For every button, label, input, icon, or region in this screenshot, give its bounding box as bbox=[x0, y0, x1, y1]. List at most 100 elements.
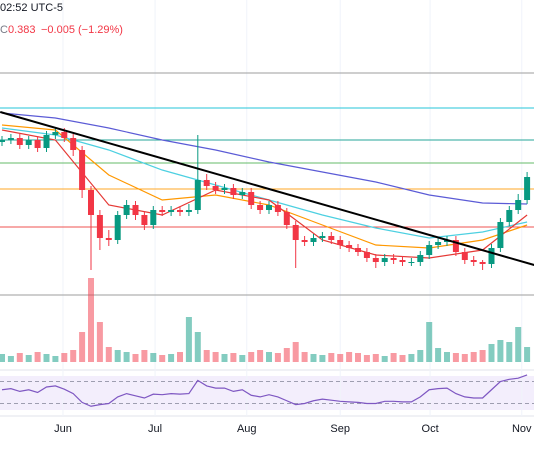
volume-bar bbox=[88, 278, 94, 362]
volume-bar bbox=[52, 356, 59, 362]
volume-bar bbox=[310, 354, 317, 362]
candle-body bbox=[346, 245, 353, 248]
candle-body bbox=[159, 210, 166, 212]
candle-body bbox=[141, 215, 148, 225]
volume-bar bbox=[105, 347, 112, 362]
candle-body bbox=[408, 262, 415, 263]
close-label: C bbox=[0, 24, 8, 36]
candle-body bbox=[470, 260, 477, 262]
volume-bar bbox=[337, 354, 344, 362]
candle-body bbox=[52, 132, 59, 135]
volume-bar bbox=[185, 317, 192, 362]
volume-bar bbox=[150, 353, 157, 362]
candle-body bbox=[168, 210, 175, 212]
volume-bar bbox=[230, 353, 237, 362]
volume-bar bbox=[248, 352, 255, 362]
moving-average bbox=[1, 129, 528, 259]
change-value: −0.005 (−1.29%) bbox=[41, 24, 123, 36]
moving-average bbox=[1, 112, 528, 205]
candle-body bbox=[390, 258, 397, 260]
volume-bar bbox=[488, 344, 495, 362]
volume-bar bbox=[257, 350, 264, 362]
candle-body bbox=[96, 215, 103, 238]
volume-bar bbox=[274, 353, 281, 362]
volume-bar bbox=[444, 352, 450, 362]
volume-bar bbox=[16, 353, 23, 362]
candle-body bbox=[506, 210, 513, 222]
volume-bar bbox=[266, 352, 272, 362]
candle-body bbox=[301, 240, 308, 242]
candle-body bbox=[34, 140, 41, 148]
candle-body bbox=[488, 248, 495, 264]
volume-bar bbox=[212, 352, 219, 362]
candle-body bbox=[132, 205, 139, 215]
volume-bar bbox=[319, 355, 326, 362]
candle-body bbox=[230, 188, 237, 195]
volume-bar bbox=[452, 353, 459, 362]
candle-body bbox=[283, 212, 290, 225]
candle-body bbox=[7, 138, 14, 140]
candle-body bbox=[123, 205, 130, 215]
candle-body bbox=[203, 180, 210, 186]
header-time: 02:52 UTC-5 bbox=[0, 2, 63, 14]
volume-bar bbox=[381, 356, 388, 362]
volume-bar bbox=[0, 354, 5, 362]
volume-bar bbox=[96, 322, 103, 362]
volume-bar bbox=[114, 350, 121, 362]
candle-body bbox=[70, 138, 77, 150]
candle-body bbox=[114, 215, 121, 240]
candle-body bbox=[452, 240, 459, 252]
candle-body bbox=[25, 140, 32, 145]
volume-bar bbox=[79, 332, 86, 362]
candle-body bbox=[16, 138, 23, 145]
candle-body bbox=[355, 248, 361, 252]
volume-bar bbox=[292, 342, 299, 362]
volume-bar bbox=[132, 354, 139, 362]
volume-bar bbox=[7, 356, 14, 362]
candle-body bbox=[177, 210, 183, 212]
candle-body bbox=[274, 205, 281, 212]
candle-body bbox=[105, 238, 112, 240]
candle-body bbox=[61, 132, 68, 138]
candle-body bbox=[221, 188, 228, 190]
candle-body bbox=[399, 260, 406, 262]
volume-bar bbox=[203, 350, 210, 362]
candle-body bbox=[417, 255, 424, 262]
candle-body bbox=[88, 190, 94, 215]
candle-body bbox=[79, 150, 86, 190]
volume-bar bbox=[426, 322, 433, 362]
candle-body bbox=[381, 258, 388, 262]
x-tick-label: Sep bbox=[330, 423, 350, 435]
volume-bar bbox=[435, 348, 442, 362]
candle-body bbox=[461, 252, 468, 260]
candle-body bbox=[239, 192, 246, 195]
x-tick-label: Aug bbox=[237, 423, 257, 435]
candle-body bbox=[292, 225, 299, 240]
candle-body bbox=[515, 200, 522, 210]
volume-bar bbox=[301, 352, 308, 362]
candle-body bbox=[337, 240, 344, 245]
volume-bar bbox=[470, 352, 477, 362]
candle-body bbox=[310, 238, 317, 242]
volume-bar bbox=[141, 350, 148, 362]
volume-bar bbox=[524, 347, 531, 362]
candle-body bbox=[257, 205, 264, 210]
volume-bar bbox=[34, 352, 41, 362]
candle-body bbox=[319, 236, 326, 238]
close-value: 0.383 bbox=[8, 24, 36, 36]
volume-bar bbox=[61, 353, 68, 362]
volume-bar bbox=[43, 354, 50, 362]
volume-bar bbox=[283, 348, 290, 362]
candle-body bbox=[0, 140, 5, 142]
volume-bar bbox=[123, 352, 130, 362]
volume-bar bbox=[168, 354, 175, 362]
volume-bar bbox=[515, 327, 522, 362]
volume-bar bbox=[328, 353, 335, 362]
candle-body bbox=[43, 135, 50, 148]
candle-body bbox=[185, 210, 192, 212]
candle-body bbox=[497, 222, 504, 248]
volume-bar bbox=[239, 355, 246, 362]
trendline bbox=[0, 111, 534, 266]
candle-body bbox=[524, 177, 531, 200]
